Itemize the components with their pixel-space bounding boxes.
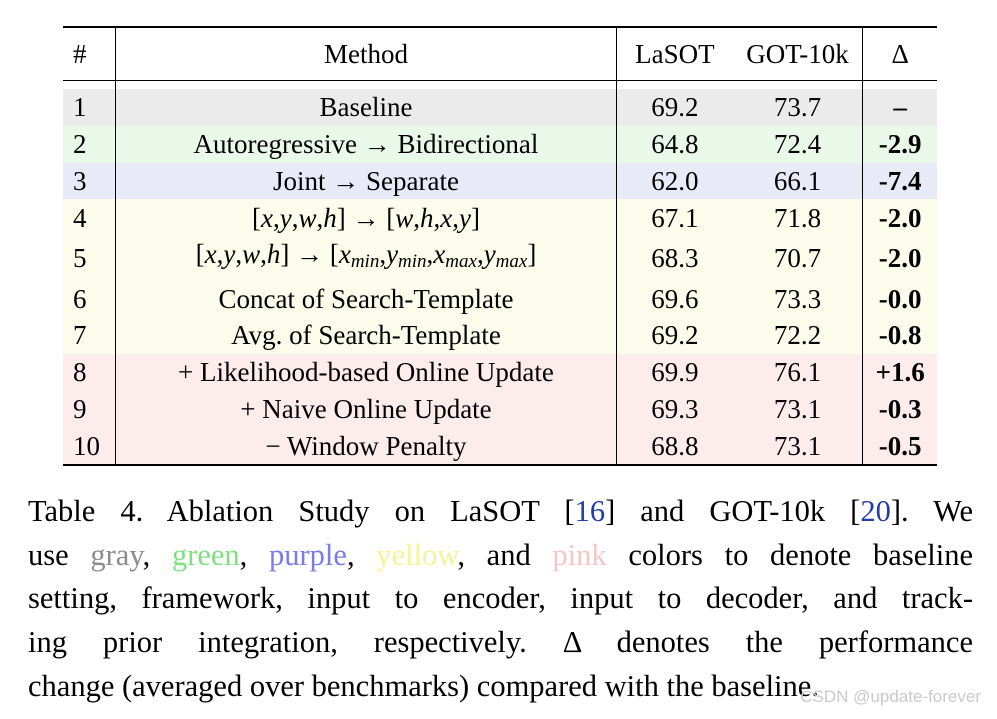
cell-method: Avg. of Search-Template [114,316,617,354]
cell-lasot: 68.3 [616,236,733,281]
color-word-green: green [171,537,240,572]
table-row: 2 Autoregressive → Bidirectional 64.8 72.4 -… [63,125,937,163]
cell-num: 2 [73,129,87,160]
cell-got: 73.1 [773,393,822,424]
cell-got: 73.1 [773,430,822,461]
cell-got: 70.7 [773,243,822,274]
caption-text: change (averaged over benchmarks) compar… [28,668,819,703]
cell-delta: -0.8 [862,316,937,354]
caption-line: ing prior integration, respectively. Δ d… [28,621,973,665]
table-row: 1 Baseline 69.2 73.7 – [63,89,937,126]
caption-line: Table 4. Ablation Study on LaSOT [16] an… [28,490,973,534]
cell-method: [x,y,w,h] → [xmin,ymin,xmax,ymax] [114,236,617,281]
watermark: CSDN @update-forever [800,687,981,706]
header-delta: Δ [862,27,937,81]
cell-lasot: 68.8 [616,427,733,466]
cell-num: 5 [73,243,87,274]
cell-got: 73.7 [773,92,822,123]
caption-text: , [346,537,377,572]
cell-got: 73.3 [773,283,822,314]
caption-text: ]. We [890,494,973,528]
cell-delta: +1.6 [862,353,937,391]
color-word-pink: pink [552,537,607,572]
cell-lasot: 62.0 [616,162,733,200]
caption-text: use [28,537,91,572]
cell-num: 1 [73,92,87,123]
cell-delta: -7.4 [862,162,937,200]
caption-text: , [142,537,172,572]
caption-text: setting, framework, input to encoder, in… [28,581,973,616]
table-spacer-row [63,80,937,89]
cell-num: 9 [73,393,87,424]
cell-method: − Window Penalty [114,427,617,466]
cell-method: Autoregressive → Bidirectional [114,125,617,163]
caption-text: , and [457,537,553,572]
header-num: # [73,38,87,69]
caption-line: change (averaged over benchmarks) compar… [28,665,973,709]
cell-lasot: 69.2 [616,89,733,126]
table-row: 3 Joint → Separate 62.0 66.1 -7.4 [63,162,937,200]
caption-text: ing prior integration, respectively. Δ d… [28,625,973,660]
color-word-purple: purple [269,537,347,572]
cell-got: 66.1 [773,165,822,196]
cell-lasot: 69.2 [616,316,733,354]
table-row: 4 [x,y,w,h] → [w,h,x,y] 67.1 71.8 -2.0 [63,199,937,237]
cell-method: Baseline [114,89,617,126]
caption-line: setting, framework, input to encoder, in… [28,577,973,621]
header-method: Method [114,27,617,81]
table-caption: Table 4. Ablation Study on LaSOT [16] an… [28,490,973,709]
cell-lasot: 67.1 [616,199,733,237]
cell-num: 4 [73,202,87,233]
table-row: 8 + Likelihood-based Online Update 69.9 76.… [63,353,937,391]
cell-got: 72.2 [773,320,822,351]
table-header-row: # Method LaSOT GOT-10k Δ [63,27,937,81]
table-row: 7 Avg. of Search-Template 69.2 72.2 -0.8 [63,316,937,354]
cell-lasot: 69.9 [616,353,733,391]
table-row: 9 + Naive Online Update 69.3 73.1 -0.3 [63,390,937,428]
color-word-gray: gray [90,537,143,572]
table-row: 10 − Window Penalty 68.8 73.1 -0.5 [63,427,937,466]
cell-got: 76.1 [773,357,822,388]
citation-link[interactable]: 20 [860,494,891,528]
cell-num: 8 [73,357,87,388]
caption-text: ] and GOT-10k [ [605,494,861,528]
cell-delta: -0.0 [862,280,937,317]
citation-link[interactable]: 16 [574,494,606,528]
caption-text: , [239,537,270,572]
cell-num: 7 [73,320,87,351]
cell-delta: -0.5 [862,427,937,466]
cell-lasot: 64.8 [616,125,733,163]
table-row: 6 Concat of Search-Template 69.6 73.3 -0.0 [63,280,937,317]
cell-delta: -2.0 [862,199,937,237]
cell-num: 3 [73,165,87,196]
cell-got: 72.4 [773,129,822,160]
color-word-yellow: yellow [376,537,458,572]
table-body: 1 Baseline 69.2 73.7–2 Autoregressive → Bidi… [63,80,937,466]
cell-lasot: 69.3 [616,390,733,428]
cell-method: Joint → Separate [114,162,617,200]
cell-num: 6 [73,283,87,314]
caption-text: colors to denote baseline [606,537,973,572]
table-row: 5 [x,y,w,h] → [xmin,ymin,xmax,ymax] 68.3 70… [63,236,937,281]
cell-delta: – [862,89,937,126]
caption-text: Table 4. Ablation Study on LaSOT [ [28,494,575,528]
cell-method: [x,y,w,h] → [w,h,x,y] [114,199,617,237]
cell-got: 71.8 [773,202,822,233]
cell-delta: -2.0 [862,236,937,281]
results-table-container: # Method LaSOT GOT-10k Δ 1 Baseline 69.2 73… [63,26,937,466]
cell-method: Concat of Search-Template [114,280,617,317]
header-got: GOT-10k [746,38,849,69]
header-lasot: LaSOT [616,27,733,81]
cell-method: + Naive Online Update [114,390,617,428]
cell-delta: -2.9 [862,125,937,163]
cell-method: + Likelihood-based Online Update [114,353,617,391]
cell-delta: -0.3 [862,390,937,428]
cell-lasot: 69.6 [616,280,733,317]
caption-line: use gray, green, purple, yellow, and pin… [28,534,973,578]
cell-num: 10 [73,430,100,461]
ablation-table: # Method LaSOT GOT-10k Δ 1 Baseline 69.2 73… [63,26,937,466]
